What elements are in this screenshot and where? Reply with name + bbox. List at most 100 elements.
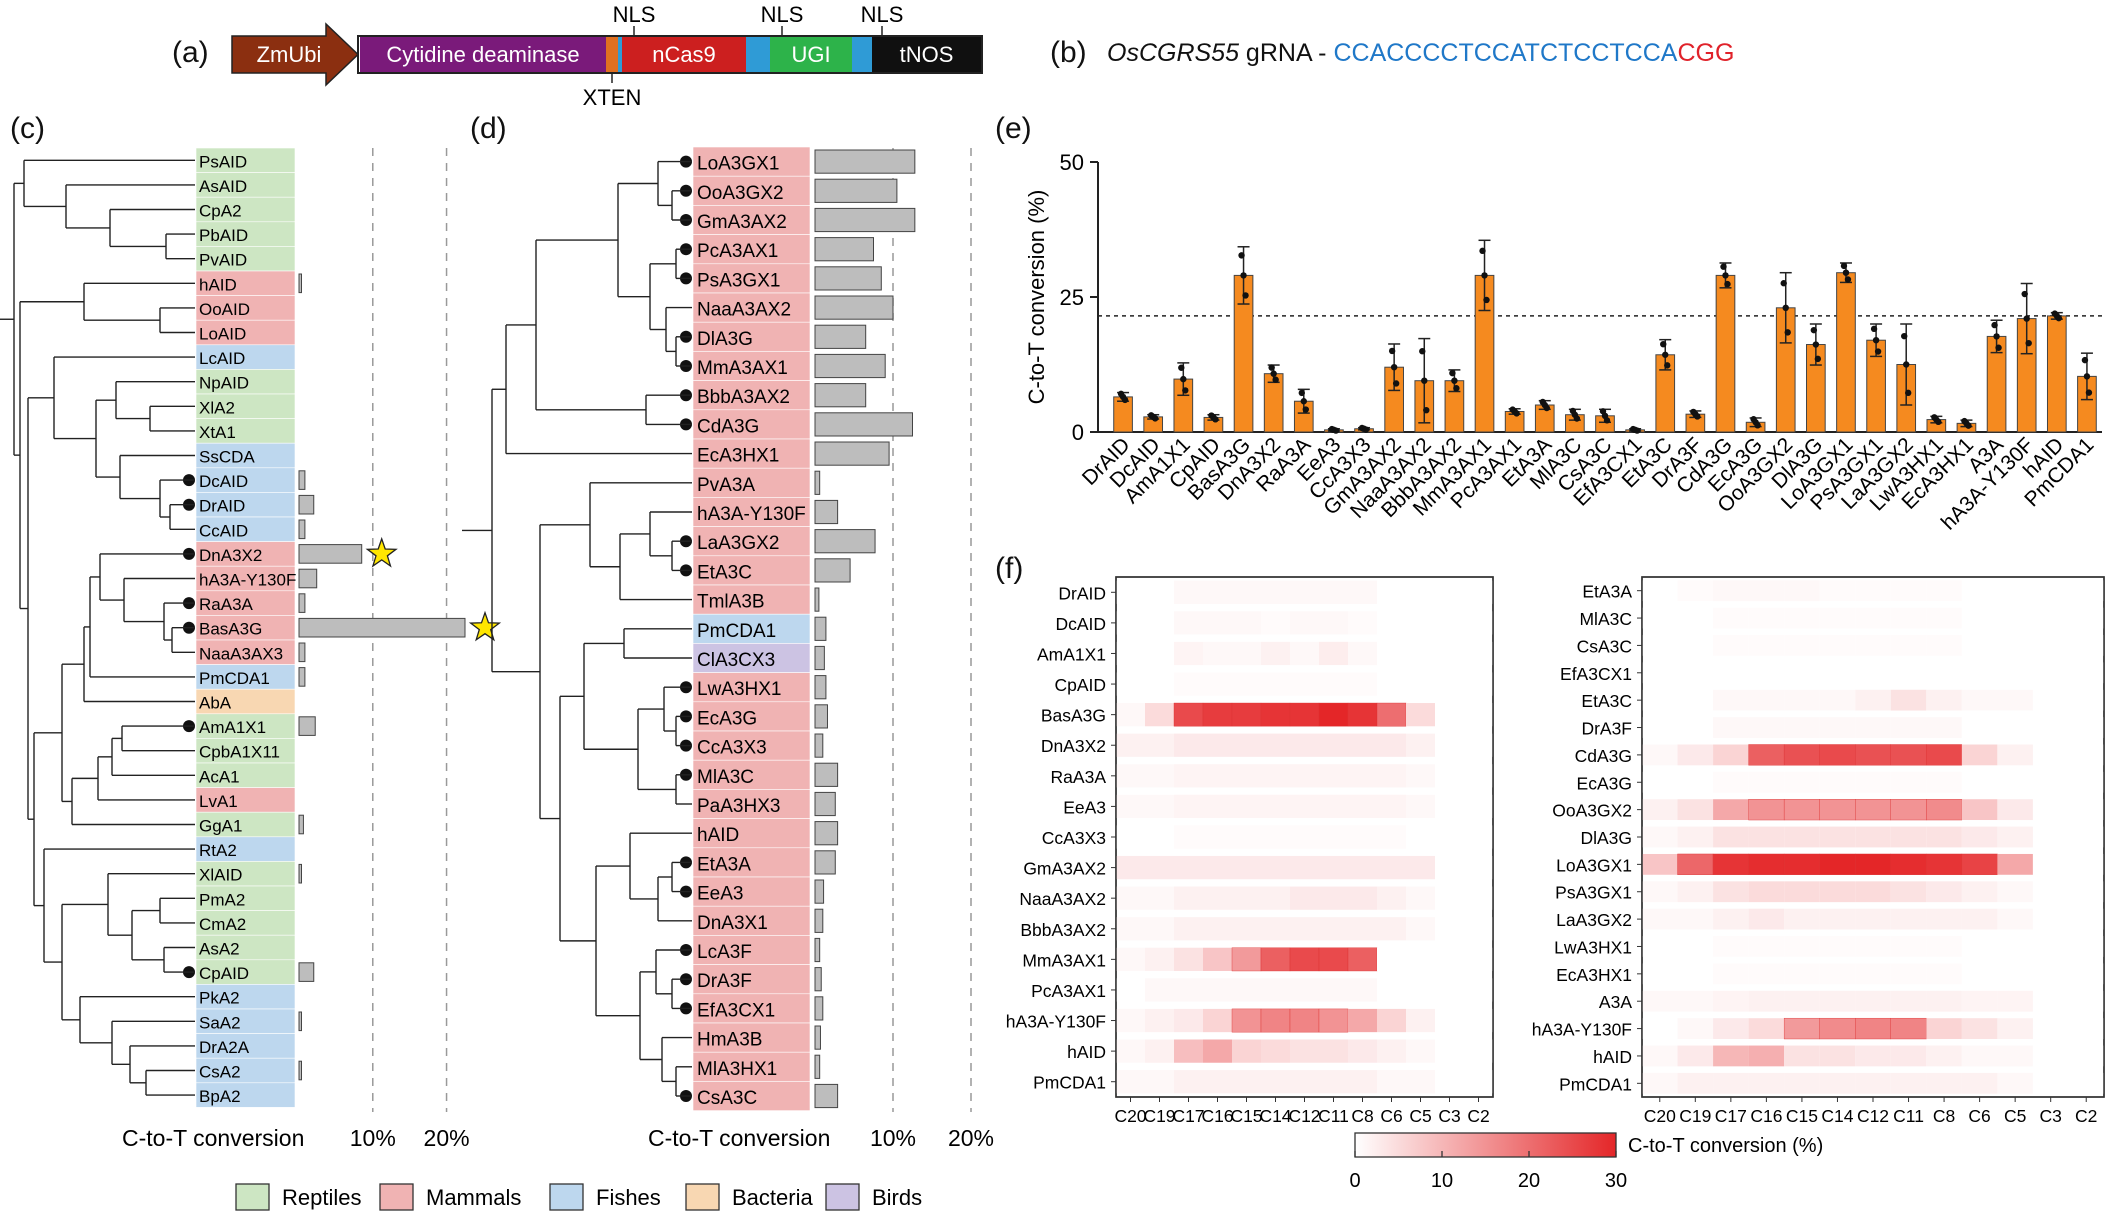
heatmap-cell [1926, 717, 1962, 738]
heatmap-cell [1961, 990, 1998, 1012]
heatmap-cell [1174, 611, 1203, 635]
heatmap-cell [1642, 963, 1678, 985]
heatmap-cell [1819, 771, 1856, 793]
conversion-bar [814, 937, 821, 963]
heatmap-cell [1376, 702, 1407, 727]
heatmap-cell [2032, 990, 2069, 1012]
heatmap-cell [1116, 1039, 1145, 1063]
heatmap-cell [1203, 611, 1232, 635]
heatmap-cell [1116, 703, 1145, 727]
heatmap-cell [1174, 947, 1203, 971]
heatmap-cell [1819, 990, 1856, 1012]
tip-label: CmA2 [199, 915, 246, 934]
heatmap-cell [1260, 947, 1291, 972]
heatmap-cell [1348, 917, 1377, 941]
tip-label: EfA3CX1 [697, 1000, 775, 1021]
category-band [195, 516, 296, 542]
heatmap-cell [1855, 662, 1891, 684]
heatmap-cell [1260, 702, 1291, 727]
heatmap-cell [1203, 1070, 1232, 1094]
conversion-bar [814, 704, 828, 729]
heatmap-cell [1174, 764, 1203, 788]
heatmap-cell [1642, 580, 1678, 602]
data-point [1180, 375, 1187, 383]
heatmap-cell [1116, 764, 1145, 788]
tip-label: DnA3X2 [199, 546, 262, 565]
heatmap-cell [1435, 855, 1464, 880]
heatmap-cell [1748, 963, 1785, 985]
heatmap-cell [1145, 1008, 1174, 1033]
data-point [1449, 369, 1456, 377]
column-label: C14 [1259, 1106, 1291, 1126]
conversion-bar [814, 616, 827, 641]
heatmap-cell [1855, 717, 1891, 738]
row-label: PcA3AX1 [1031, 981, 1106, 1001]
colorbar-tick-label: 30 [1605, 1170, 1627, 1192]
tip-label: DrA2A [199, 1038, 250, 1057]
heatmap-cell [1748, 744, 1785, 766]
tip-label: LcA3F [697, 942, 752, 963]
heatmap-cell [1174, 672, 1203, 696]
heatmap-cell [1319, 672, 1348, 696]
heatmap-cell [1997, 881, 2033, 903]
heatmap-cell [1677, 853, 1714, 875]
heatmap-cell [1116, 794, 1145, 819]
tip-label: NaaA3AX3 [199, 644, 283, 663]
data-point [1874, 348, 1882, 355]
row-label: hA3A-Y130F [1532, 1020, 1632, 1040]
xten-label: XTEN [583, 85, 642, 110]
heatmap-cell [1348, 825, 1377, 849]
tip-label: EeA3 [697, 884, 743, 905]
heatmap-cell [1890, 881, 1927, 903]
heatmap-cell [1997, 744, 2033, 766]
category-band [195, 811, 296, 838]
heatmap-cell [1145, 947, 1174, 971]
heatmap-cell [1435, 611, 1464, 635]
panel-label-c: (c) [10, 112, 45, 145]
heatmap-cell [1116, 886, 1145, 910]
heatmap-cell [1784, 963, 1820, 985]
conversion-bar [814, 733, 824, 758]
heatmap-cell [1784, 580, 1820, 602]
heatmap-cell [1319, 855, 1348, 880]
tip-label: PcA3AX1 [697, 241, 778, 262]
heatmap-cell [1174, 580, 1203, 604]
heatmap-cell [1784, 635, 1820, 656]
heatmap-cell [1890, 580, 1927, 602]
heatmap-cell [1145, 611, 1174, 635]
heatmap-cell [1784, 1072, 1820, 1094]
heatmap-cell [1677, 1045, 1714, 1067]
category-band [692, 964, 811, 995]
heatmap-cell [1319, 1070, 1348, 1094]
heatmap-cell [1377, 580, 1406, 604]
category-band [692, 438, 811, 469]
heatmap-cell [1406, 1039, 1435, 1063]
heatmap-cell [1261, 886, 1290, 910]
conversion-bar [814, 470, 821, 495]
heatmap-cell [1406, 917, 1435, 941]
heatmap-cell [2032, 635, 2069, 656]
tip-label: BasA3G [199, 620, 262, 639]
row-label: MmA3AX1 [1022, 950, 1106, 970]
heatmap-cell [1784, 881, 1820, 903]
legend-swatch [235, 1183, 270, 1211]
heatmap-cell [1464, 641, 1493, 666]
heatmap-cell [2032, 771, 2069, 793]
heatmap-cell [1890, 799, 1927, 821]
heatmap-cell [1232, 978, 1261, 1002]
heatmap-cell [1464, 703, 1493, 727]
tip-label: CdA3G [697, 416, 759, 437]
heatmap-cell [1713, 580, 1749, 602]
category-band [195, 319, 296, 346]
data-point [1238, 252, 1245, 259]
heatmap-cell [1784, 908, 1820, 930]
data-point [1993, 333, 2000, 340]
tip-label: OoAID [199, 300, 250, 319]
heatmap-cell [1997, 853, 2033, 875]
heatmap-cell [1855, 607, 1891, 629]
category-band [195, 172, 296, 198]
category-band [195, 762, 296, 788]
column-label: C6 [1380, 1106, 1402, 1126]
category-band [195, 492, 296, 518]
